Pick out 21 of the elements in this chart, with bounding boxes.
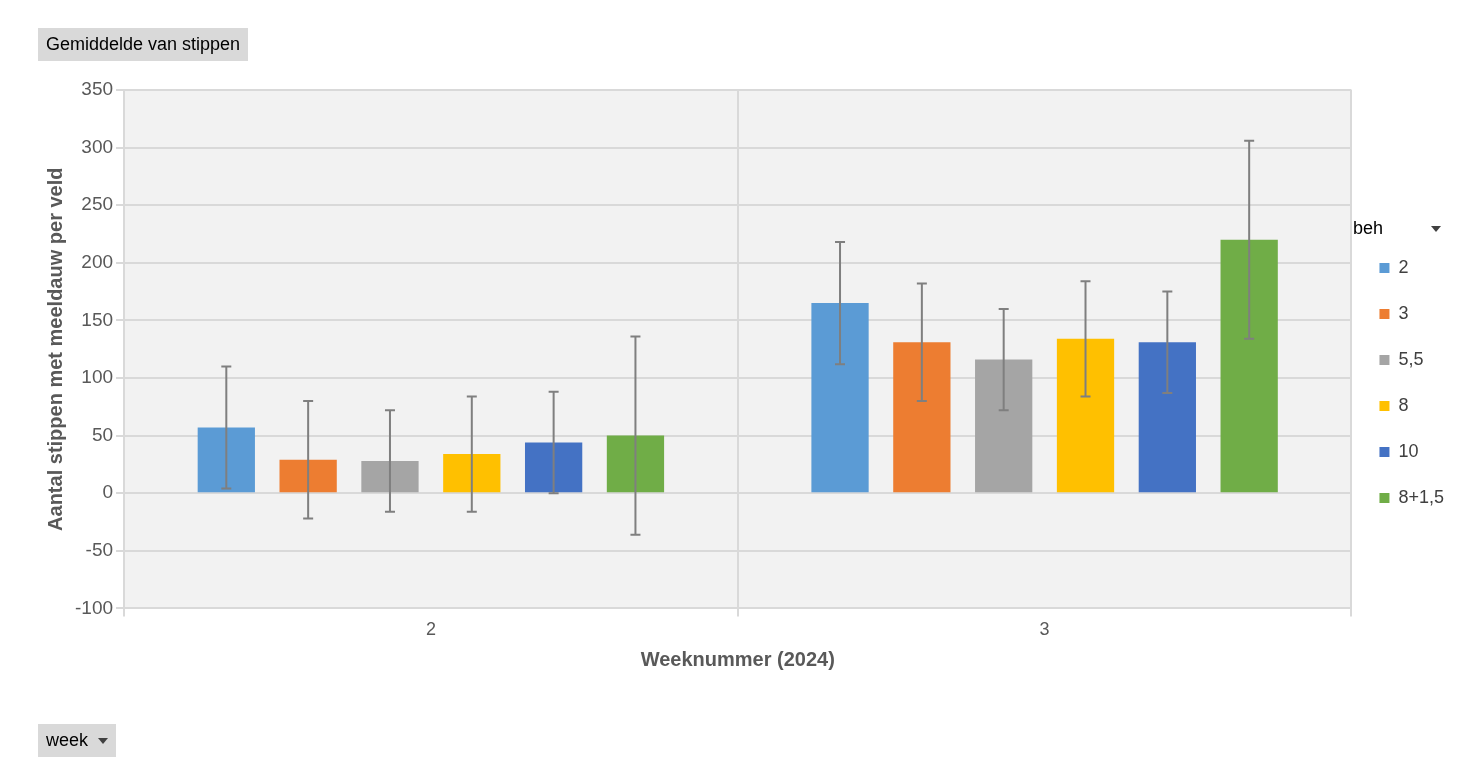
- y-axis-title: Aantal stippen met meeldauw per veld: [43, 167, 66, 531]
- y-tick-label: 150: [81, 308, 114, 330]
- legend-label: 8: [1398, 394, 1409, 415]
- y-tick-label: 50: [91, 423, 114, 445]
- legend-label: 10: [1398, 440, 1419, 461]
- text: week: [46, 730, 89, 751]
- legend-label: 5,5: [1398, 348, 1424, 369]
- y-tick-label: 0: [102, 481, 114, 503]
- legend-label: 8+1,5: [1398, 486, 1444, 507]
- legend-label: 2: [1398, 256, 1409, 277]
- y-tick-label: 100: [81, 366, 114, 388]
- y-tick-label: 350: [81, 78, 114, 100]
- y-tick-label: 300: [81, 135, 114, 157]
- legend-label: 3: [1398, 302, 1409, 323]
- y-tick-label: -50: [85, 539, 114, 561]
- y-tick-label: 250: [81, 193, 114, 215]
- y-tick-label: 200: [81, 251, 114, 273]
- legend-title: beh: [1353, 218, 1384, 239]
- y-tick-label: -100: [75, 596, 114, 618]
- x-axis-title: Weeknummer (2024): [640, 647, 835, 670]
- chart-title: Gemiddelde van stippen: [38, 28, 249, 61]
